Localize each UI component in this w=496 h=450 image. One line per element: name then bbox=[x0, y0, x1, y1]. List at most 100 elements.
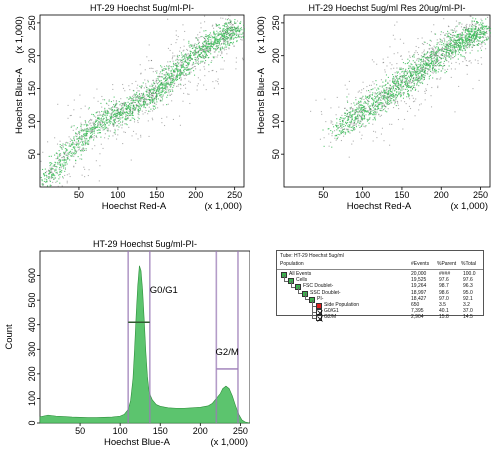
scatter-point bbox=[118, 101, 120, 103]
scatter-point bbox=[116, 109, 119, 111]
scatter-point bbox=[137, 109, 139, 111]
scatter-point bbox=[65, 144, 67, 146]
scatter-point bbox=[208, 45, 210, 47]
scatter-point bbox=[421, 78, 423, 80]
scatter-point bbox=[48, 173, 50, 175]
scatter-point bbox=[459, 41, 461, 43]
scatter-point bbox=[162, 90, 164, 93]
scatter-point bbox=[405, 74, 407, 77]
scatter-point bbox=[58, 155, 61, 157]
scatter-point bbox=[468, 31, 470, 33]
scatter-point bbox=[151, 89, 153, 91]
scatter-point bbox=[436, 43, 438, 46]
scatter-point bbox=[466, 30, 469, 32]
scatter-point bbox=[345, 112, 347, 114]
scatter-point bbox=[89, 138, 91, 140]
scatter-point bbox=[470, 37, 472, 39]
scatter-point bbox=[325, 121, 327, 123]
scatter-point bbox=[353, 124, 355, 126]
scatter-point bbox=[122, 109, 124, 111]
scatter-point bbox=[224, 33, 226, 35]
scatter-point bbox=[355, 96, 357, 99]
scatter-point bbox=[395, 84, 397, 86]
scatter-point bbox=[167, 82, 170, 84]
scatter-point bbox=[414, 70, 416, 72]
scatter-point bbox=[478, 24, 480, 26]
scatter-point bbox=[386, 97, 388, 99]
scatter-point bbox=[67, 154, 69, 156]
scatter-point bbox=[389, 84, 391, 86]
scatter-point bbox=[443, 60, 445, 62]
scatter-point bbox=[180, 88, 182, 90]
scatter-point bbox=[446, 71, 448, 73]
scatter-point bbox=[148, 96, 151, 98]
scatter-point bbox=[114, 106, 116, 108]
scatter-point bbox=[350, 120, 352, 122]
scatter-point bbox=[210, 43, 212, 45]
scatter-point bbox=[185, 61, 188, 63]
scatter-point bbox=[81, 141, 84, 143]
scatter-point bbox=[394, 95, 396, 97]
scatter-point bbox=[483, 34, 485, 36]
scatter-point bbox=[342, 120, 344, 122]
scatter-point bbox=[437, 50, 439, 52]
scatter-point bbox=[122, 143, 124, 145]
scatter-point bbox=[395, 88, 397, 90]
scatter-point bbox=[87, 143, 89, 146]
scatter-point bbox=[408, 96, 410, 98]
scatter-point bbox=[437, 55, 439, 57]
scatter-point bbox=[53, 164, 56, 166]
scatter-point bbox=[146, 89, 148, 91]
scatter-point bbox=[430, 61, 433, 63]
scatter-point bbox=[332, 123, 334, 126]
scatter-point bbox=[61, 157, 63, 159]
scatter-point bbox=[452, 29, 454, 32]
scatter-point bbox=[461, 38, 463, 40]
scatter-point bbox=[188, 72, 190, 74]
scatter-point bbox=[68, 143, 71, 145]
scatter-point bbox=[137, 95, 139, 97]
scatter-point bbox=[174, 78, 176, 80]
scatter-point bbox=[429, 52, 431, 54]
scatter-point bbox=[165, 68, 167, 70]
scatter-point bbox=[351, 110, 353, 112]
scatter-point bbox=[403, 85, 405, 87]
scatter-point bbox=[433, 63, 435, 65]
scatter-point bbox=[389, 88, 391, 90]
y-tick-label: 50 bbox=[27, 149, 37, 159]
scatter-point bbox=[120, 108, 122, 110]
scatter-point bbox=[330, 120, 332, 122]
scatter-point bbox=[345, 132, 347, 134]
scatter-point bbox=[59, 182, 61, 184]
scatter-point bbox=[232, 24, 234, 26]
scatter-point bbox=[428, 57, 430, 59]
scatter-point bbox=[473, 35, 475, 37]
scatter-point bbox=[152, 102, 154, 104]
scatter-point bbox=[448, 52, 450, 54]
scatter-point bbox=[369, 108, 372, 110]
scatter-point bbox=[407, 80, 409, 82]
scatter-point bbox=[116, 108, 118, 110]
scatter-point bbox=[450, 50, 452, 52]
scatter-point bbox=[196, 44, 198, 46]
scatter-point bbox=[386, 91, 388, 93]
population-name: G0/G1 bbox=[324, 308, 339, 315]
scatter-point bbox=[443, 64, 445, 67]
scatter-point bbox=[221, 42, 223, 45]
scatter-point bbox=[374, 106, 376, 108]
scatter-point bbox=[399, 88, 401, 90]
scatter-point bbox=[406, 86, 408, 88]
scatter-point bbox=[87, 127, 89, 129]
scatter-point bbox=[410, 85, 412, 88]
scatter-point bbox=[85, 142, 87, 144]
scatter-point bbox=[439, 56, 441, 58]
scatter-point bbox=[52, 181, 54, 183]
scatter-point bbox=[387, 92, 389, 94]
scatter-point bbox=[97, 126, 99, 128]
scatter-point bbox=[429, 70, 432, 73]
scatter-point bbox=[385, 83, 387, 86]
scatter-point bbox=[478, 27, 480, 29]
scatter-point bbox=[235, 22, 237, 24]
scatter-point bbox=[362, 123, 364, 125]
scatter-point bbox=[383, 98, 386, 100]
